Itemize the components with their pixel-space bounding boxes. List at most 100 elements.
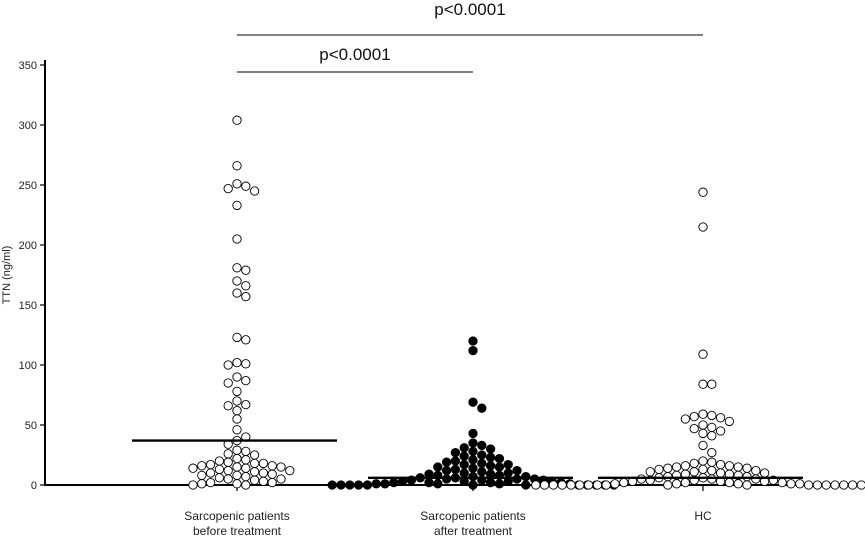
data-point <box>241 399 251 410</box>
data-point <box>786 479 796 489</box>
data-point <box>689 423 699 434</box>
data-point <box>214 456 225 466</box>
data-point <box>636 474 647 484</box>
data-point <box>258 468 269 478</box>
data-point <box>795 479 805 489</box>
data-point <box>232 161 242 171</box>
data-point <box>707 465 717 476</box>
data-point <box>371 479 381 489</box>
data-point <box>468 336 478 346</box>
data-point <box>654 464 664 475</box>
data-point <box>345 480 355 490</box>
data-point <box>468 397 478 407</box>
data-point <box>698 187 708 197</box>
data-point <box>241 455 251 465</box>
data-point <box>485 444 496 454</box>
data-point <box>214 473 225 483</box>
data-point <box>433 479 443 489</box>
data-point <box>232 445 242 455</box>
data-point <box>548 480 559 490</box>
data-point <box>249 450 260 460</box>
data-point <box>267 461 277 471</box>
data-point <box>232 425 242 435</box>
data-point <box>619 477 629 488</box>
data-point <box>715 426 726 436</box>
data-point <box>327 480 337 490</box>
data-point <box>689 458 699 469</box>
data-point <box>267 477 277 488</box>
data-point <box>698 440 708 451</box>
data-point <box>468 446 478 457</box>
data-point <box>214 464 225 475</box>
data-point <box>531 480 541 490</box>
data-point <box>223 449 233 459</box>
data-point <box>241 446 251 457</box>
data-point <box>812 480 823 490</box>
data-point <box>232 200 242 211</box>
data-point <box>249 458 260 469</box>
y-tick-label: 200 <box>19 240 37 252</box>
data-point <box>671 479 682 489</box>
data-point <box>380 479 390 489</box>
data-point <box>477 403 487 413</box>
data-point <box>680 477 691 488</box>
data-point <box>223 474 233 484</box>
data-point <box>698 379 708 389</box>
data-point <box>663 480 673 490</box>
data-point <box>241 265 251 275</box>
data-point <box>724 477 735 488</box>
data-point <box>707 431 717 441</box>
y-tick-label: 300 <box>19 120 37 132</box>
data-point <box>249 467 260 477</box>
data-point <box>433 462 443 472</box>
data-point <box>276 462 286 472</box>
data-point <box>197 470 207 481</box>
data-point <box>205 459 216 470</box>
data-point <box>680 461 691 471</box>
data-point <box>232 453 242 464</box>
data-point <box>521 480 531 490</box>
data-point <box>707 410 717 421</box>
x-category-label: Sarcopenic patients <box>184 509 289 523</box>
data-point <box>742 480 752 490</box>
data-point <box>724 416 735 427</box>
data-point <box>477 458 487 469</box>
data-point <box>698 222 708 232</box>
data-point <box>232 115 242 125</box>
y-tick-label: 250 <box>19 180 37 192</box>
data-point <box>715 413 726 423</box>
data-point <box>680 414 691 424</box>
y-tick-label: 100 <box>19 360 37 372</box>
data-point <box>232 470 242 481</box>
data-point <box>698 428 708 439</box>
data-point <box>698 456 708 466</box>
data-point <box>821 480 831 490</box>
data-point <box>503 459 513 470</box>
x-category-label: Sarcopenic patients <box>420 509 525 523</box>
data-point <box>707 422 717 433</box>
data-point <box>205 477 216 488</box>
data-point <box>671 462 682 472</box>
data-point <box>223 457 233 467</box>
data-point <box>494 453 505 464</box>
y-tick-label: 150 <box>19 300 37 312</box>
data-point <box>751 474 761 484</box>
data-point <box>424 477 434 488</box>
data-point <box>856 480 865 490</box>
data-point <box>241 359 251 369</box>
data-point <box>724 461 735 471</box>
data-point <box>249 186 260 196</box>
data-point <box>232 263 242 273</box>
data-point <box>249 475 260 485</box>
data-point <box>698 420 708 430</box>
data-point <box>601 480 611 490</box>
data-point <box>450 464 461 475</box>
x-category-label: before treatment <box>193 524 282 538</box>
data-point <box>267 469 277 479</box>
data-point <box>258 476 269 487</box>
data-point <box>232 462 242 472</box>
data-point <box>663 463 673 473</box>
data-point <box>575 480 585 490</box>
